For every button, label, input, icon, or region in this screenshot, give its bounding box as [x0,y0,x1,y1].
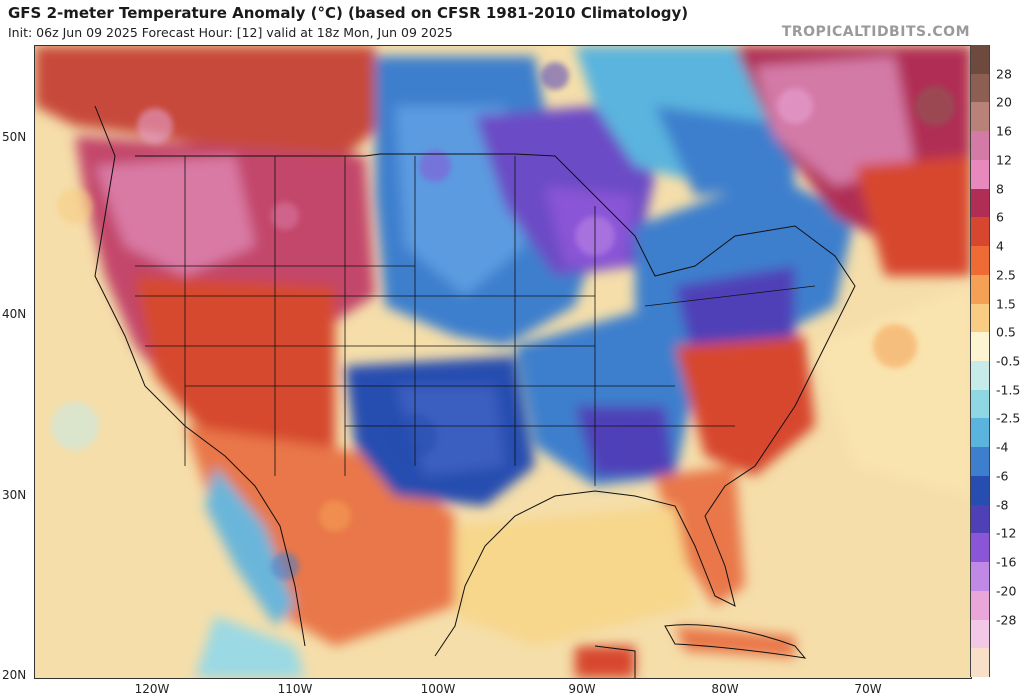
colorbar-label: 8 [996,181,1004,197]
colorbar-swatch [970,274,990,305]
colorbar-swatch [970,447,990,477]
lon-label-90w: 90W [568,682,596,696]
colorbar-swatch [970,303,990,333]
colorbar-label: 4 [996,238,1004,254]
colorbar-swatch [970,102,990,132]
anomaly-map-canvas [35,46,971,678]
colorbar-swatch [970,332,990,362]
colorbar-swatch [970,45,990,75]
colorbar-label: 2.5 [996,267,1016,283]
colorbar-swatch [970,475,990,506]
anomaly-texture [51,62,955,580]
map-title: GFS 2-meter Temperature Anomaly (°C) (ba… [8,4,689,22]
colorbar-label: 12 [996,152,1012,168]
lat-label-40n: 40N [2,307,27,321]
lat-label-20n: 20N [2,668,27,682]
colorbar-label: 6 [996,209,1004,225]
colorbar-label: 0.5 [996,324,1016,340]
colorbar-label: -28 [996,612,1017,628]
colorbar-swatch [970,389,990,419]
lat-label-50n: 50N [2,130,27,144]
colorbar-swatch [970,590,990,621]
colorbar-swatch [970,562,990,592]
colorbar-swatch [970,361,990,391]
lon-label-80w: 80W [711,682,739,696]
colorbar-swatch [970,418,990,448]
colorbar-swatch [970,533,990,563]
colorbar-swatch [970,504,990,534]
lon-label-70w: 70W [854,682,882,696]
colorbar-legend: 28 20 16 12 8 6 4 2.5 1.5 0.5 -0.5 -1.5 -2.5 -4 -6 -8 -1… [970,45,1024,678]
colorbar-label: -20 [996,583,1017,599]
colorbar-swatch [970,217,990,247]
colorbar-label: -0.5 [996,353,1021,369]
lat-label-30n: 30N [2,488,27,502]
colorbar-label: -4 [996,439,1009,455]
colorbar-swatch [970,131,990,161]
colorbar-swatch [970,188,990,218]
colorbar-label: 16 [996,123,1012,139]
anomaly-field [35,46,971,678]
lon-label-100w: 100W [420,682,456,696]
colorbar-label: 1.5 [996,296,1016,312]
colorbar-swatch [970,246,990,276]
colorbar-label: -1.5 [996,382,1021,398]
colorbar-label: -2.5 [996,410,1021,426]
map-subtitle: Init: 06z Jun 09 2025 Forecast Hour: [12… [8,25,453,40]
state-borders [135,156,816,486]
lon-label-120w: 120W [134,682,170,696]
colorbar-label: -12 [996,525,1017,541]
colorbar-swatch [970,159,990,190]
coastlines [94,105,856,678]
colorbar-label: 20 [996,94,1012,110]
colorbar-label: -6 [996,468,1009,484]
colorbar-swatch [970,73,990,103]
colorbar-label: -16 [996,554,1017,570]
colorbar-label: -8 [996,497,1009,513]
colorbar-label: 28 [996,66,1012,82]
brand-watermark: TROPICALTIDBITS.COM [781,24,970,40]
colorbar-swatch [970,619,990,649]
anomaly-map [34,45,972,679]
lon-label-110w: 110W [277,682,313,696]
colorbar-swatch [970,648,990,678]
